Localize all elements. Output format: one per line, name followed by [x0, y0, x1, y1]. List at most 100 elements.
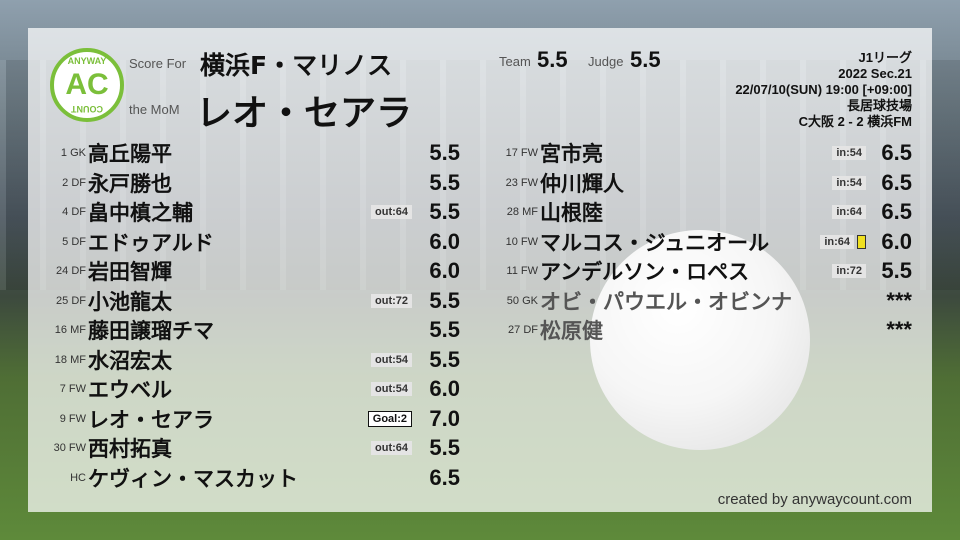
player-name: エドゥアルド	[88, 230, 214, 255]
mom-label: the MoM	[129, 102, 180, 117]
player-row: HC ケヴィン・マスカット 6.5	[30, 464, 460, 492]
player-score: 5.5	[429, 435, 460, 460]
player-row: 7 FW エウベル out:54 6.0	[30, 375, 460, 403]
match-datetime: 22/07/10(SUN) 19:00 [+09:00]	[735, 82, 912, 97]
player-score: 5.5	[429, 287, 460, 313]
sub-badge: in:64	[820, 234, 854, 249]
player-name: 藤田譲瑠チマ	[88, 319, 214, 343]
logo-bottom-text: COUNT	[71, 104, 103, 114]
league: J1リーグ	[858, 50, 912, 65]
player-row: 17 FW 宮市亮 in:54 6.5	[482, 139, 912, 167]
player-score: 6.5	[881, 199, 912, 224]
score-for-label: Score For	[129, 56, 187, 71]
player-name: 永戸勝也	[88, 171, 172, 196]
player-row: 28 MF 山根陸 in:64 6.5	[482, 198, 912, 226]
player-row: 24 DF 岩田智輝 6.0	[30, 257, 460, 285]
player-score: 6.0	[429, 376, 460, 401]
player-score: 6.5	[881, 140, 912, 165]
player-score: 5.5	[429, 199, 460, 224]
player-row: 9 FW レオ・セアラ Goal:2 7.0	[30, 405, 460, 433]
sub-badge: out:54	[371, 352, 412, 367]
player-name: マルコス・ジュニオール	[540, 230, 770, 255]
player-number-position: 30 FW	[53, 442, 86, 454]
sub-badge: out:54	[371, 382, 412, 396]
player-name: 仲川輝人	[540, 171, 624, 196]
player-score: 6.0	[429, 258, 460, 283]
player-row: 2 DF 永戸勝也 5.5	[30, 169, 460, 197]
venue: 長居球技場	[846, 98, 912, 113]
player-name: 小池龍太	[88, 289, 172, 314]
sub-badge: in:72	[832, 264, 866, 278]
yellow-card-icon	[857, 234, 866, 249]
player-score: 6.5	[881, 169, 912, 195]
player-row: 4 DF 畠中槙之輔 out:64 5.5	[30, 198, 460, 226]
player-number-position: 9 FW	[59, 412, 86, 425]
judge-score-label: Judge	[588, 54, 624, 69]
player-score: 7.0	[429, 405, 460, 431]
player-score: 5.5	[429, 317, 460, 342]
team-name: 横浜F・マリノス	[200, 51, 393, 80]
player-number-position: 10 FW	[505, 235, 538, 248]
judge-score: 5.5	[630, 47, 661, 72]
player-row: 27 DF 松原健 ***	[482, 316, 912, 344]
player-score: 5.5	[881, 258, 912, 283]
player-score: ***	[886, 317, 912, 342]
anywaycount-logo: ANYWAY AC COUNT	[50, 48, 124, 122]
player-number-position: 27 DF	[508, 324, 538, 336]
player-row: 1 GK 高丘陽平 5.5	[30, 139, 460, 167]
section: 2022 Sec.21	[838, 66, 912, 81]
player-row: 18 MF 水沼宏太 out:54 5.5	[30, 346, 460, 374]
player-score: 5.5	[429, 140, 460, 165]
player-score: ***	[886, 287, 912, 313]
player-row: 30 FW 西村拓真 out:64 5.5	[30, 434, 460, 462]
goal-badge: Goal:2	[367, 410, 412, 427]
player-number-position: 24 DF	[56, 265, 86, 277]
player-number-position: 1 GK	[60, 147, 86, 159]
player-row: 5 DF エドゥアルド 6.0	[30, 228, 460, 256]
player-name: エウベル	[88, 378, 172, 402]
player-name: 岩田智輝	[88, 260, 172, 284]
player-name: レオ・セアラ	[88, 407, 214, 432]
player-score: 6.5	[429, 464, 460, 490]
player-number-position: 25 DF	[56, 294, 86, 307]
player-number-position: 2 DF	[62, 176, 86, 189]
match-info: J1リーグ 2022 Sec.21 22/07/10(SUN) 19:00 [+…	[735, 50, 912, 130]
score-panel	[28, 28, 932, 512]
player-row: 11 FW アンデルソン・ロペス in:72 5.5	[482, 257, 912, 285]
team-score-label: Team	[499, 54, 531, 69]
player-number-position: 11 FW	[506, 265, 538, 277]
credit: created by anywaycount.com	[717, 491, 912, 508]
player-score: 6.0	[429, 228, 460, 254]
player-number-position: 4 DF	[62, 206, 86, 218]
player-name: アンデルソン・ロペス	[540, 260, 750, 284]
player-row: 10 FW マルコス・ジュニオール in:64 6.0	[482, 228, 912, 256]
logo-top-text: ANYWAY	[67, 56, 107, 66]
player-number-position: 18 MF	[54, 353, 86, 366]
player-number-position: 17 FW	[505, 147, 538, 159]
player-number-position: 7 FW	[59, 383, 86, 395]
logo-mid-text: AC	[65, 68, 109, 101]
mom-name: レオ・セアラ	[196, 93, 413, 134]
player-number-position: 16 MF	[54, 324, 86, 336]
player-number-position: 23 FW	[505, 176, 538, 189]
player-name: 西村拓真	[88, 437, 172, 461]
player-score: 5.5	[429, 169, 460, 195]
player-number-position: 5 DF	[62, 235, 86, 248]
sub-badge: out:72	[371, 293, 412, 308]
player-score: 5.5	[429, 346, 460, 372]
player-row: 50 GK オビ・パウエル・オビンナ ***	[482, 287, 912, 315]
sub-badge: in:54	[832, 175, 866, 190]
sub-badge: out:64	[371, 205, 412, 219]
player-name: 畠中槙之輔	[88, 201, 193, 225]
sub-badge: in:54	[832, 146, 866, 160]
player-name: オビ・パウエル・オビンナ	[540, 289, 792, 314]
player-name: 水沼宏太	[88, 348, 172, 373]
player-row: 25 DF 小池龍太 out:72 5.5	[30, 287, 460, 315]
player-name: 宮市亮	[540, 142, 603, 166]
player-number-position: HC	[70, 471, 86, 484]
player-row: 16 MF 藤田譲瑠チマ 5.5	[30, 316, 460, 344]
player-row: 23 FW 仲川輝人 in:54 6.5	[482, 169, 912, 197]
sub-badge: out:64	[371, 441, 412, 455]
player-name: 山根陸	[540, 201, 603, 225]
player-score: 6.0	[881, 228, 912, 254]
